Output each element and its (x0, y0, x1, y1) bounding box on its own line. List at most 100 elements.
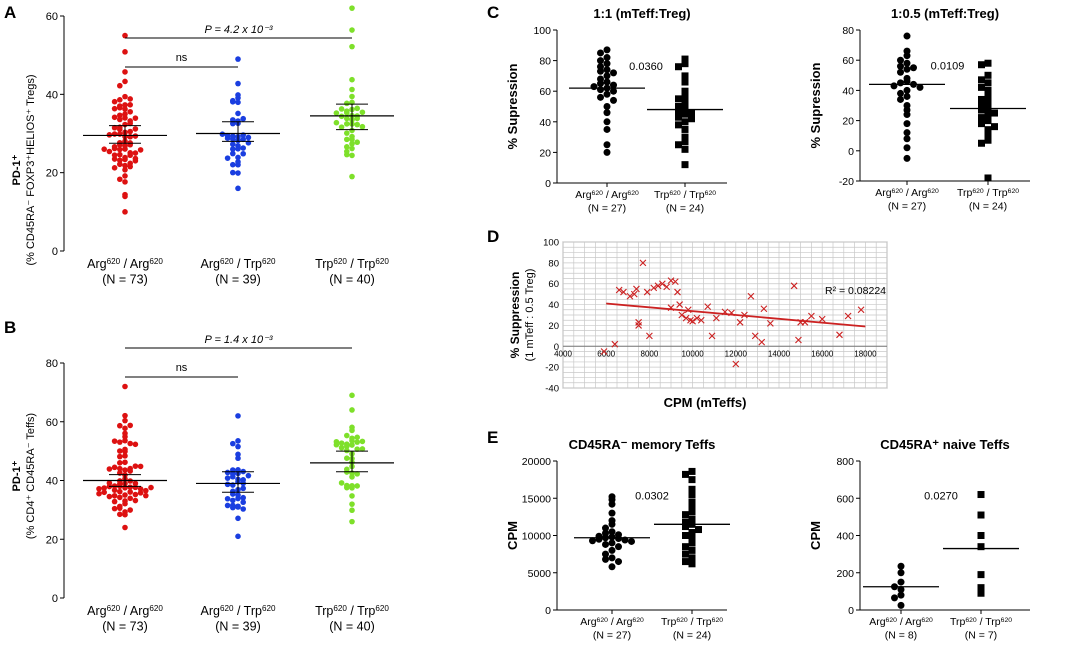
panel-a-dot-red (122, 106, 128, 112)
panel-d-y-tick-label: 0 (554, 342, 559, 353)
panel-c1-point (603, 103, 611, 110)
panel-a-dot-red (111, 165, 118, 171)
panel-a-dot-red (117, 139, 123, 146)
panel-d-y-tick-label: -40 (545, 384, 559, 395)
panel-d-point-stroke (818, 315, 826, 323)
panel-e1-point (688, 529, 696, 537)
panel-c-label: C (487, 3, 499, 22)
panel-d-point (658, 280, 666, 288)
panel-e2-point (977, 571, 985, 579)
panel-d-point (760, 305, 768, 313)
panel-b-tick-label: Arg620 / Arg620 (87, 604, 163, 619)
panel-b-dot-blue (224, 495, 231, 502)
panel-a-dot-red (122, 209, 128, 215)
panel-a-dot-red (117, 176, 123, 183)
panel-e1-y-tick-label: 5000 (528, 568, 552, 580)
panel-c1-point (681, 55, 689, 63)
panel-b-dot-red (111, 464, 118, 471)
panel-b-dot-red (122, 437, 128, 444)
panel-d-point (663, 283, 671, 291)
panel-e1-y-tick-label: 20000 (522, 456, 551, 468)
panel-b-dot-red (106, 493, 113, 500)
panel-a-dot-blue (240, 136, 246, 143)
panel-c1-point (603, 125, 611, 133)
panel-e2-point (977, 511, 985, 519)
panel-e2-point (977, 543, 985, 551)
panel-d-point-stroke (844, 312, 852, 320)
panel-e1-point (608, 563, 616, 571)
panel-a-n-label: (N = 39) (215, 273, 261, 287)
panel-d-ylabel-2: (1 mTeff : 0.5 Treg) (524, 269, 536, 362)
panel-d-x-tick-label: 10000 (681, 349, 704, 358)
panel-c2-point (890, 82, 898, 90)
panel-c1-ylabel: % Supression (505, 63, 520, 149)
panel-d-point (676, 301, 684, 308)
panel-c1-tick-label: Arg620 / Arg620 (575, 189, 639, 201)
panel-d-point (687, 316, 694, 324)
panel-a-dot-red (122, 32, 128, 39)
panel-a-dot-red (101, 146, 107, 152)
panel-c1-title: 1:1 (mTeff:Treg) (593, 6, 690, 21)
panel-c2-point (910, 64, 917, 72)
panel-c2-point (984, 136, 992, 144)
panel-e-label: E (487, 428, 498, 447)
panel-b-dot-red (117, 422, 123, 429)
panel-b-dot-green (359, 438, 366, 445)
panel-b-dot-red (132, 463, 139, 469)
panel-b-dot-red (132, 491, 139, 498)
panel-a-dot-blue (235, 92, 241, 98)
panel-a-dot-red (122, 143, 128, 149)
panel-c2-point (978, 102, 985, 109)
panel-d-point (693, 314, 701, 322)
panel-a-dot-green (349, 145, 355, 152)
panel-c2-n-label: (N = 24) (969, 201, 1007, 213)
panel-a-dot-red (122, 166, 128, 173)
panel-d-point-stroke (689, 317, 696, 325)
panel-a-dot-green (359, 109, 366, 116)
panel-c1-point (675, 63, 682, 71)
panel-d-point-stroke (654, 282, 662, 290)
panel-a-dot-green (344, 151, 350, 158)
panel-a-ns-label: ns (176, 52, 188, 64)
panel-a-dot-red (127, 133, 133, 140)
panel-c2-point (978, 95, 985, 103)
panel-b-dot-red (122, 453, 128, 459)
panel-b-dot-red (106, 480, 113, 486)
panel-c1-point (675, 103, 682, 110)
panel-a-dot-blue (245, 134, 252, 141)
panel-a-dot-green (349, 43, 355, 50)
panel-c1-point (681, 104, 689, 112)
panel-c1-point (597, 67, 604, 75)
panel-a-dot-red (122, 102, 128, 108)
panel-c2-point (984, 174, 992, 182)
panel-b-ns-label: ns (176, 362, 188, 374)
panel-e2-point (977, 491, 985, 499)
panel-d-point (836, 331, 843, 339)
panel-a-dot-green (354, 105, 361, 112)
panel-b-dot-green (344, 432, 350, 439)
panel-b-dot-blue (235, 438, 241, 444)
panel-a-dot-red (137, 147, 144, 153)
panel-c2-point (978, 114, 985, 122)
panel-c2-point (984, 92, 992, 100)
panel-a-dot-red (117, 116, 123, 123)
panel-c2-point (978, 83, 985, 91)
panel-a-dot-green (349, 173, 355, 180)
panel-c2-y-tick-label: 80 (842, 25, 854, 37)
panel-d-point (620, 288, 627, 296)
panel-d-point (689, 317, 696, 325)
panel-c1-point (597, 93, 604, 101)
panel-b-dot-red (127, 507, 133, 513)
panel-d-ylabel-1: % Suppression (508, 272, 522, 359)
panel-e1-point (688, 560, 696, 568)
panel-b-dot-blue (235, 451, 241, 458)
panel-b-dot-blue (224, 502, 231, 509)
panel-a-tick-label: Arg620 / Arg620 (87, 257, 163, 272)
panel-c1-y-tick-label: 0 (545, 178, 551, 190)
panel-e1-point (688, 554, 696, 562)
panel-c1-y-tick-label: 60 (539, 86, 551, 98)
panel-c2-point (978, 76, 985, 84)
panel-e2-y-tick-label: 600 (836, 493, 854, 505)
panel-a-y-tick-label: 20 (46, 168, 58, 180)
panel-c2-point (991, 123, 998, 131)
